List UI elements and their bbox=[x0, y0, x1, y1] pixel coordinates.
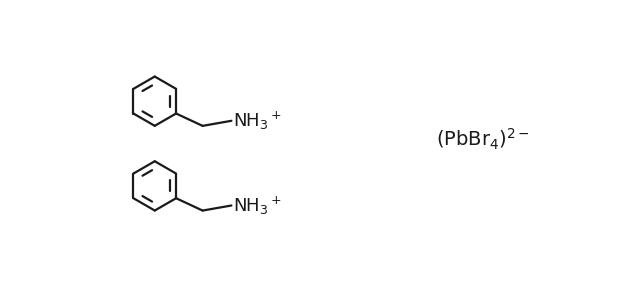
Text: NH$_3$$^+$: NH$_3$$^+$ bbox=[233, 194, 282, 217]
Text: (PbBr$_4$)$^{2-}$: (PbBr$_4$)$^{2-}$ bbox=[436, 127, 529, 152]
Text: NH$_3$$^+$: NH$_3$$^+$ bbox=[233, 110, 282, 132]
